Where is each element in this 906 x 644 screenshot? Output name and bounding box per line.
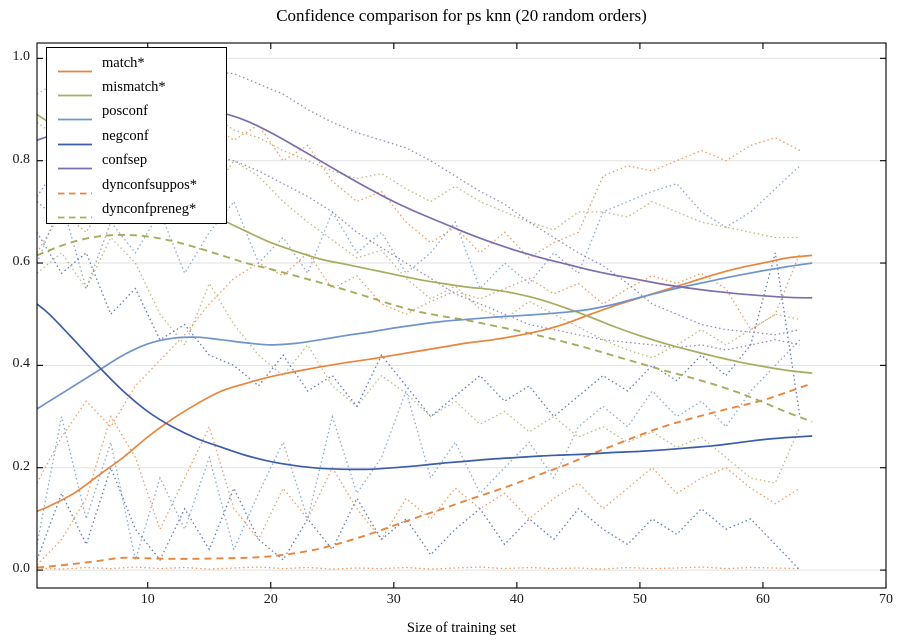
legend-item: match* (47, 51, 226, 75)
y-tick-label: 0.2 (12, 458, 31, 474)
series-bound-orange-mid (37, 251, 801, 484)
y-tick-label: 0.0 (12, 561, 31, 577)
legend-label: mismatch* (102, 79, 166, 96)
legend-line-sample (58, 158, 92, 170)
legend-label: negconf (102, 127, 149, 144)
y-tick-label: 0.6 (12, 254, 31, 269)
legend-item: dynconfsuppos* (47, 173, 226, 197)
legend-line-sample (58, 207, 92, 219)
y-tick-label: 0.8 (12, 151, 31, 167)
legend-item: dynconfpreneg* (47, 197, 226, 221)
x-tick-label: 60 (756, 592, 770, 607)
series-bound-blue-lower (37, 465, 801, 571)
y-tick-label: 0.4 (12, 356, 31, 372)
x-tick-label: 10 (140, 592, 155, 607)
series-bound-blue-upper (37, 231, 801, 418)
legend-label: dynconfpreneg* (102, 201, 197, 218)
series-bound-olive-lower (37, 236, 801, 484)
legend-line-sample (58, 134, 92, 146)
legend-item: confsep (47, 149, 226, 173)
legend-item: negconf (47, 124, 226, 148)
x-tick-label: 30 (386, 592, 401, 607)
series-negconf (37, 303, 813, 471)
series-bound-orange-lower (37, 415, 801, 566)
legend-line-sample (58, 61, 92, 73)
legend-label: dynconfsuppos* (102, 176, 198, 193)
legend: match* mismatch* posconf negconf confsep… (46, 47, 227, 224)
y-tick-label: 1.0 (12, 49, 31, 65)
x-tick-label: 20 (263, 592, 278, 607)
x-tick-label: 40 (509, 592, 524, 607)
legend-label: posconf (102, 103, 148, 120)
x-axis-label: Size of training set (406, 620, 517, 636)
legend-line-sample (58, 85, 92, 97)
series-bound-lightblue-upper (37, 165, 801, 291)
series-dynconfsuppos* (37, 382, 813, 569)
legend-label: confsep (102, 152, 148, 169)
legend-item: posconf (47, 100, 226, 124)
chart-title: Confidence comparison for ps knn (20 ran… (276, 6, 647, 25)
x-tick-label: 70 (879, 592, 893, 607)
legend-item: mismatch* (47, 75, 226, 99)
legend-line-sample (58, 183, 92, 195)
legend-line-sample (58, 109, 92, 121)
x-tick-label: 50 (632, 592, 647, 607)
series-bound-orange-bottom (37, 566, 800, 570)
series-match* (37, 254, 813, 512)
legend-label: match* (102, 54, 145, 71)
series-dynconfpreneg* (37, 233, 813, 423)
